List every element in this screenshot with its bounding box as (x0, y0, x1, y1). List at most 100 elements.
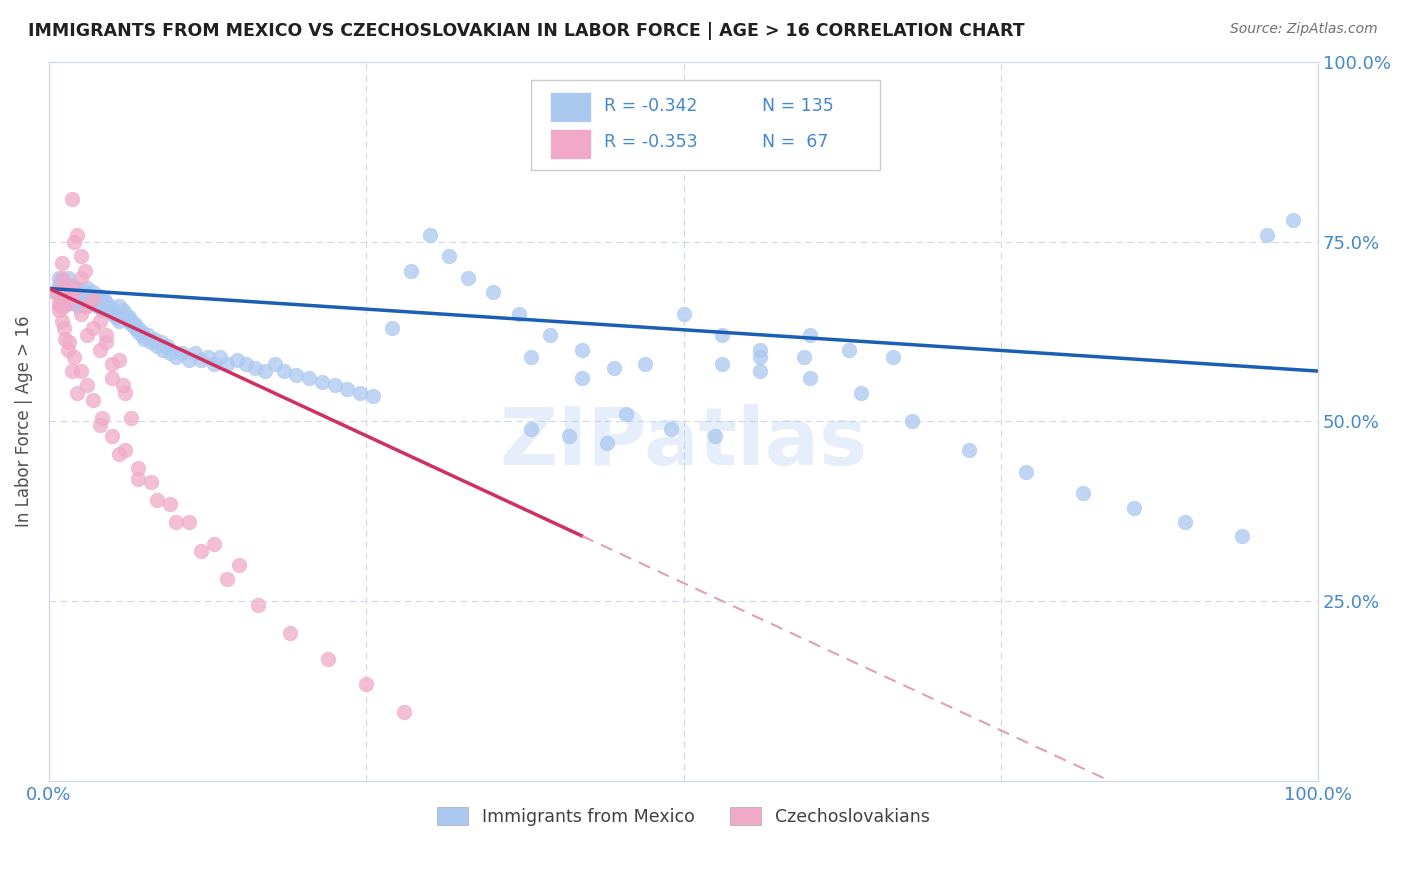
Point (55, 285, 77, 299)
Text: N =  67: N = 67 (762, 134, 828, 152)
Point (121, 318, 143, 332)
Point (58, 292, 80, 306)
Point (177, 515, 200, 529)
Point (190, 543, 212, 558)
Point (72, 292, 94, 306)
Point (172, 346, 194, 360)
Point (73, 285, 96, 299)
Point (91, 410, 114, 425)
Point (56, 343, 79, 357)
Text: N = 135: N = 135 (762, 96, 834, 114)
FancyBboxPatch shape (550, 92, 591, 122)
Point (235, 357, 257, 371)
Point (323, 378, 346, 392)
Point (616, 407, 638, 421)
Point (89, 417, 111, 432)
Point (69, 288, 91, 302)
Point (101, 307, 124, 321)
Point (156, 339, 179, 353)
Point (146, 339, 169, 353)
Point (596, 436, 619, 450)
Point (520, 421, 543, 435)
Point (51, 274, 73, 288)
Point (60, 192, 83, 206)
Point (748, 364, 770, 378)
Point (101, 429, 124, 443)
Point (558, 429, 581, 443)
Point (149, 335, 172, 350)
Point (603, 360, 626, 375)
Point (60, 285, 83, 299)
Point (82, 292, 104, 306)
Point (79, 296, 101, 310)
Point (66, 288, 89, 302)
Point (316, 651, 339, 665)
Point (710, 328, 733, 343)
Point (80, 288, 103, 302)
Point (55, 281, 77, 295)
Point (53, 321, 76, 335)
Point (111, 378, 134, 392)
Point (66, 385, 89, 400)
Point (124, 318, 146, 332)
Point (659, 421, 682, 435)
Point (93, 292, 115, 306)
Point (44, 285, 66, 299)
Point (60, 285, 83, 299)
Point (76, 281, 98, 295)
Point (69, 270, 91, 285)
Point (107, 447, 129, 461)
Text: IMMIGRANTS FROM MEXICO VS CZECHOSLOVAKIAN IN LABOR FORCE | AGE > 16 CORRELATION : IMMIGRANTS FROM MEXICO VS CZECHOSLOVAKIA… (28, 22, 1025, 40)
Point (571, 371, 593, 385)
Point (82, 392, 104, 407)
Point (437, 249, 460, 263)
Point (76, 300, 98, 314)
Point (159, 497, 181, 511)
Point (63, 285, 86, 299)
Point (882, 350, 904, 364)
Point (56, 270, 79, 285)
Point (94, 335, 117, 350)
Point (748, 350, 770, 364)
Point (51, 270, 73, 285)
Point (143, 332, 166, 346)
Point (202, 357, 225, 371)
Point (60, 364, 83, 378)
Point (69, 364, 91, 378)
Point (159, 346, 181, 360)
Point (209, 350, 232, 364)
Text: R = -0.342: R = -0.342 (603, 96, 697, 114)
Point (111, 303, 134, 318)
Point (520, 350, 543, 364)
Point (69, 296, 91, 310)
Point (190, 353, 212, 368)
Point (165, 515, 187, 529)
Point (114, 443, 136, 458)
Point (1123, 500, 1146, 515)
Point (51, 314, 73, 328)
Point (215, 573, 238, 587)
Point (48, 300, 70, 314)
Point (63, 285, 86, 299)
Point (197, 350, 219, 364)
Point (202, 536, 225, 550)
Point (56, 296, 79, 310)
Point (672, 307, 695, 321)
Point (298, 371, 321, 385)
Point (53, 288, 76, 302)
Text: ZIPatlas: ZIPatlas (499, 404, 868, 482)
Point (538, 328, 561, 343)
Point (394, 706, 416, 720)
Point (127, 325, 149, 339)
Point (139, 475, 162, 490)
Point (60, 296, 83, 310)
Point (118, 310, 141, 325)
Point (131, 325, 153, 339)
FancyBboxPatch shape (531, 80, 880, 169)
Point (89, 343, 111, 357)
Point (710, 357, 733, 371)
Point (94, 300, 117, 314)
Point (55, 292, 77, 306)
Point (114, 310, 136, 325)
Point (44, 285, 66, 299)
